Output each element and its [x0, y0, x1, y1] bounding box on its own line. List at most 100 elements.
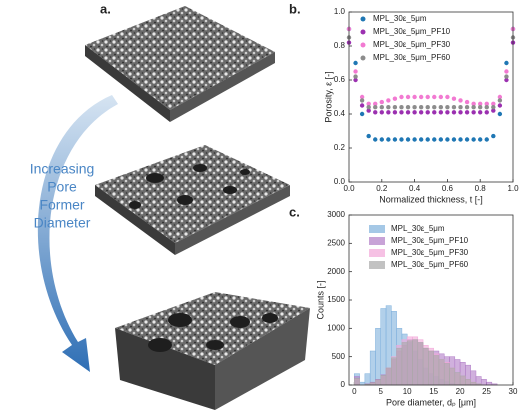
data-point [379, 105, 384, 110]
data-point [451, 110, 457, 115]
data-point [399, 105, 404, 110]
data-point [386, 105, 391, 110]
data-point [432, 110, 437, 115]
histogram-bar [375, 328, 381, 386]
annotation: Increasing Pore Former Diameter [30, 161, 95, 231]
data-point [497, 111, 503, 117]
data-point [438, 94, 444, 100]
data-point [471, 110, 476, 115]
slab-1 [85, 6, 275, 122]
data-point [451, 105, 457, 110]
data-point [484, 110, 489, 115]
y-tick-label: 1000 [327, 323, 345, 332]
data-point [405, 110, 411, 115]
x-tick-label: 10 [403, 387, 412, 396]
data-point [445, 137, 450, 142]
histogram-bar [422, 347, 429, 386]
data-point [366, 133, 371, 139]
data-point [392, 137, 398, 142]
data-point [405, 94, 411, 100]
data-point [504, 60, 509, 66]
data-point [392, 110, 398, 115]
y-tick-label: 500 [332, 352, 346, 361]
x-tick-label: 0.6 [442, 184, 454, 193]
data-point [464, 99, 470, 105]
x-tick-label: 1.0 [507, 184, 519, 193]
histogram-bar [417, 342, 424, 386]
legend-swatch [369, 237, 385, 245]
data-point [432, 105, 437, 110]
x-tick-label: 0.8 [475, 184, 487, 193]
data-point [451, 137, 457, 142]
plot-frame [348, 11, 514, 183]
panel-label: c. [289, 204, 300, 219]
histogram-bar [385, 367, 392, 386]
data-point [497, 98, 503, 103]
histogram-bar [443, 363, 450, 386]
histogram-bar [354, 377, 360, 386]
y-tick-label: 0.4 [334, 109, 346, 118]
histogram-bar [396, 347, 403, 386]
slab-2 [95, 145, 290, 255]
y-tick-label: 0.8 [334, 41, 346, 50]
data-point [379, 110, 384, 115]
data-point [478, 110, 483, 115]
legend-marker [360, 29, 366, 35]
data-point [478, 101, 483, 107]
x-axis-label: Normalized thickness, t [-] [379, 194, 483, 204]
data-point [386, 137, 391, 142]
legend-marker [360, 42, 366, 48]
data-point [484, 137, 489, 142]
annotation-line: Increasing [30, 161, 95, 177]
y-tick-label: 0.0 [334, 177, 346, 186]
data-point [412, 105, 417, 110]
data-point [504, 74, 509, 79]
data-point [359, 98, 365, 103]
data-point [458, 105, 463, 110]
data-point [366, 101, 371, 107]
histogram-bar [486, 381, 493, 386]
data-point [425, 110, 430, 115]
data-point [366, 105, 371, 110]
data-point [373, 101, 378, 107]
data-point [405, 105, 411, 110]
legend-swatch [369, 261, 385, 269]
data-point [353, 77, 358, 83]
legend-swatch [369, 249, 385, 257]
y-tick-label: 3000 [327, 210, 345, 219]
histogram-bar [375, 379, 381, 386]
data-point [392, 105, 398, 110]
legend-label: MPL_30ε_5μm_PF60 [391, 260, 469, 269]
data-point [353, 74, 358, 79]
data-point [484, 101, 489, 107]
x-axis-label: Pore diameter, dₚ [μm] [386, 397, 476, 407]
data-point [445, 105, 450, 110]
histogram-bar [412, 339, 419, 386]
y-axis-label: Porosity, ε [-] [323, 71, 333, 122]
data-point [438, 137, 444, 142]
data-point [497, 103, 503, 108]
data-point [386, 98, 391, 103]
x-tick-label: 0.2 [376, 184, 388, 193]
data-point [425, 137, 430, 142]
data-point [464, 110, 470, 115]
y-tick-label: 0.6 [334, 75, 346, 84]
data-point [353, 69, 358, 74]
data-point [379, 137, 384, 142]
data-point [373, 110, 378, 115]
histogram-bar [459, 375, 466, 386]
data-point [418, 110, 424, 115]
annotation-line: Diameter [34, 215, 91, 231]
annotation-line: Former [39, 197, 84, 213]
legend-marker [360, 16, 366, 22]
data-point [366, 108, 371, 113]
data-point [491, 105, 496, 110]
histogram-bar [406, 340, 413, 386]
y-tick-label: 1500 [327, 295, 345, 304]
y-tick-label: 2500 [327, 238, 345, 247]
histogram-bar [481, 379, 487, 386]
legend-label: MPL_30ε_5μm_PF10 [373, 27, 451, 36]
data-point [418, 94, 424, 100]
data-point [412, 110, 417, 115]
